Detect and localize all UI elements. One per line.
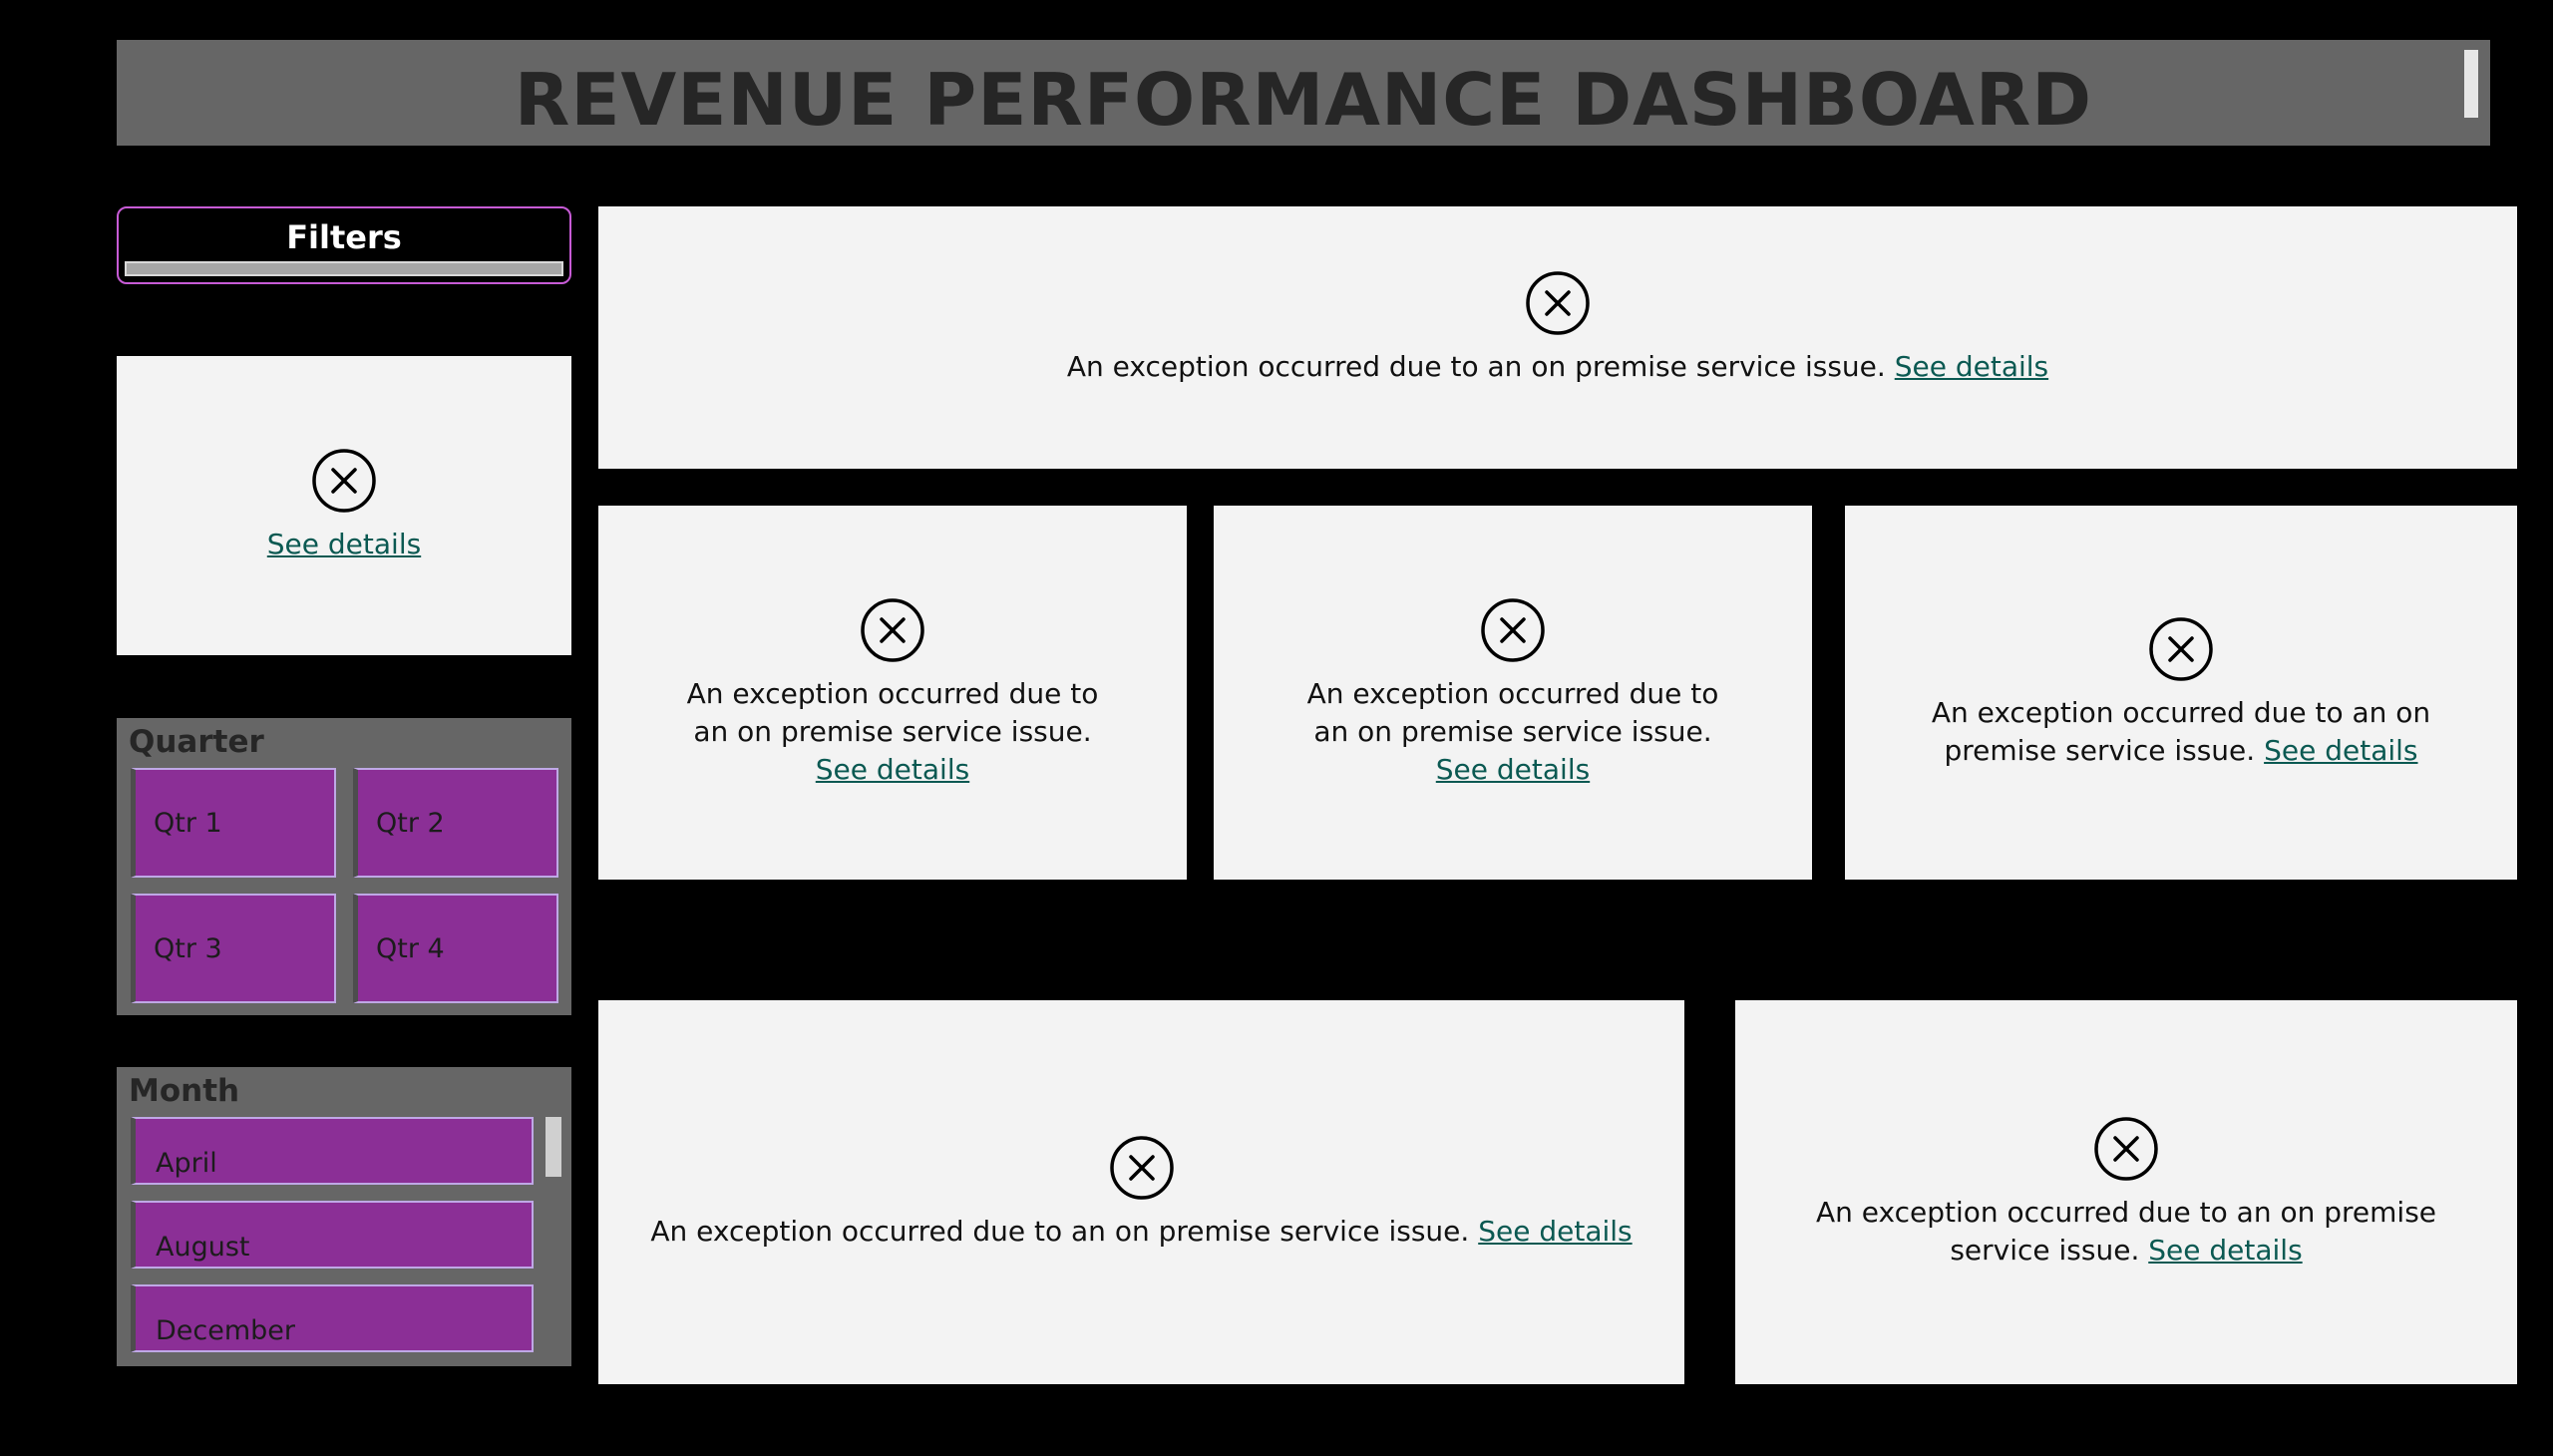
month-slicer-scrollbar[interactable] bbox=[546, 1117, 561, 1177]
error-tile-mid-3: An exception occurred due to an on premi… bbox=[1845, 506, 2517, 880]
see-details-link[interactable]: See details bbox=[2148, 1233, 2303, 1267]
quarter-slicer-title: Quarter bbox=[129, 724, 264, 760]
error-tile-left: See details bbox=[117, 356, 571, 655]
slicer-item-qtr-2[interactable]: Qtr 2 bbox=[353, 768, 558, 878]
error-circle-x-icon bbox=[312, 449, 376, 513]
month-slicer-title: Month bbox=[129, 1073, 240, 1109]
see-details-link[interactable]: See details bbox=[1435, 752, 1591, 786]
error-circle-x-icon bbox=[1481, 597, 1545, 662]
see-details-link[interactable]: See details bbox=[1894, 350, 2049, 383]
filters-label: Filters bbox=[286, 218, 402, 256]
error-circle-x-icon bbox=[1109, 1135, 1174, 1200]
error-message: An exception occurred due to an on premi… bbox=[1931, 695, 2431, 767]
error-tile-bottom-2: An exception occurred due to an on premi… bbox=[1735, 1000, 2517, 1384]
page-title: REVENUE PERFORMANCE DASHBOARD bbox=[514, 58, 2093, 142]
slicer-item-qtr-4[interactable]: Qtr 4 bbox=[353, 894, 558, 1003]
error-circle-x-icon bbox=[1526, 271, 1590, 335]
month-slicer: Month April August December bbox=[117, 1067, 571, 1366]
slicer-item-august[interactable]: August bbox=[131, 1201, 534, 1269]
slicer-item-qtr-1[interactable]: Qtr 1 bbox=[131, 768, 336, 878]
error-message: An exception occurred due to an on premi… bbox=[1066, 350, 1886, 383]
error-circle-x-icon bbox=[2149, 616, 2213, 681]
error-tile-bottom-1: An exception occurred due to an on premi… bbox=[598, 1000, 1684, 1384]
slicer-item-april[interactable]: April bbox=[131, 1117, 534, 1185]
error-message: An exception occurred due to an on premi… bbox=[1815, 1195, 2437, 1267]
filters-bar bbox=[125, 261, 563, 276]
slicer-item-qtr-3[interactable]: Qtr 3 bbox=[131, 894, 336, 1003]
error-circle-x-icon bbox=[861, 597, 924, 662]
header-scrollbar[interactable] bbox=[2464, 50, 2478, 118]
see-details-link[interactable]: See details bbox=[2264, 733, 2418, 767]
dashboard-header: REVENUE PERFORMANCE DASHBOARD bbox=[117, 40, 2490, 146]
see-details-link[interactable]: See details bbox=[1478, 1214, 1633, 1248]
error-tile-mid-2: An exception occurred due to an on premi… bbox=[1214, 506, 1812, 880]
filters-button[interactable]: Filters bbox=[117, 206, 571, 284]
error-circle-x-icon bbox=[2094, 1116, 2158, 1181]
quarter-slicer: Quarter Qtr 1 Qtr 2 Qtr 3 Qtr 4 bbox=[117, 718, 571, 1015]
error-tile-top: An exception occurred due to an on premi… bbox=[598, 206, 2517, 469]
error-message: An exception occurred due to an on premi… bbox=[650, 1214, 1470, 1248]
error-message: An exception occurred due to an on premi… bbox=[1306, 676, 1719, 748]
see-details-link[interactable]: See details bbox=[815, 752, 970, 786]
error-message: An exception occurred due to an on premi… bbox=[686, 676, 1099, 748]
see-details-link[interactable]: See details bbox=[266, 528, 422, 560]
error-tile-mid-1: An exception occurred due to an on premi… bbox=[598, 506, 1187, 880]
slicer-item-december[interactable]: December bbox=[131, 1284, 534, 1352]
